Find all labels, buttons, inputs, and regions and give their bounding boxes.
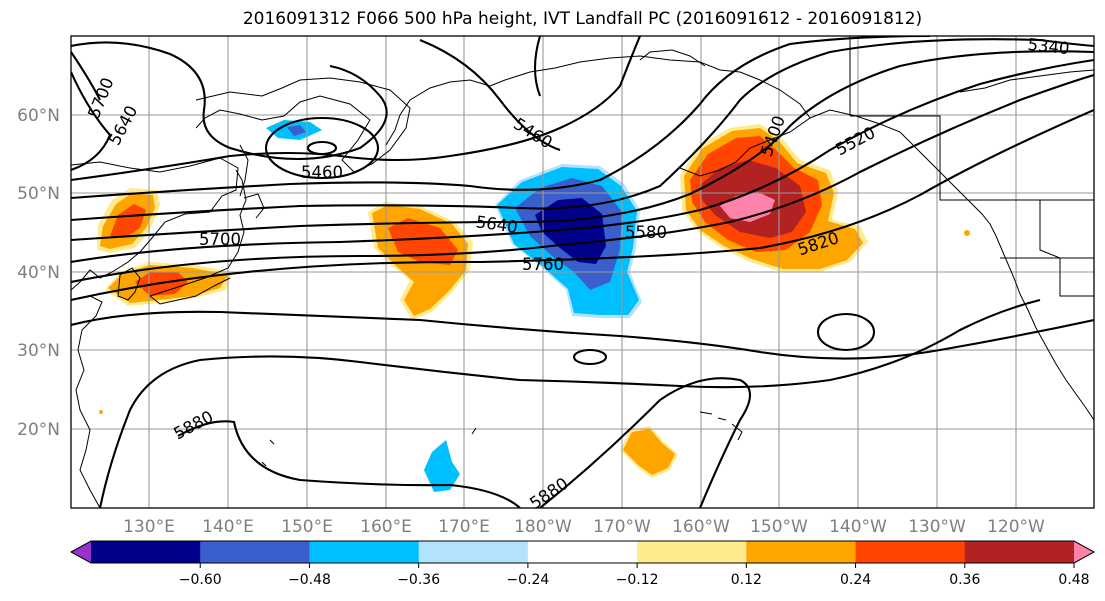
shade-region xyxy=(99,410,103,414)
contour-label: 5340 xyxy=(1027,35,1071,58)
height-contour xyxy=(71,36,931,200)
coastline xyxy=(385,55,811,177)
colorbar-tick-label: −0.36 xyxy=(397,572,440,588)
height-contour xyxy=(71,41,388,161)
height-contour xyxy=(71,51,101,101)
lon-label: 170°E xyxy=(438,517,490,537)
colorbar-tick-label: −0.24 xyxy=(506,572,549,588)
coastline xyxy=(149,169,247,297)
colorbar: −0.60 −0.48 −0.36 −0.24 −0.12 0.12 0.24 0.36 0.4… xyxy=(69,540,1096,588)
lon-label: 130°W xyxy=(908,517,966,537)
height-contour xyxy=(71,73,1094,284)
shade-region xyxy=(535,198,606,264)
coastline xyxy=(849,36,1094,201)
coastline xyxy=(639,49,706,67)
lon-label: 180°W xyxy=(514,517,572,537)
contour-label: 5880 xyxy=(170,407,216,443)
colorbar-outline xyxy=(69,540,1096,564)
contour-label: 5460 xyxy=(510,114,556,152)
lon-label: 120°W xyxy=(987,517,1045,537)
lat-label: 30°N xyxy=(17,341,60,361)
lon-label: 130°E xyxy=(123,517,175,537)
map-frame xyxy=(70,35,1095,509)
colorbar-swatch xyxy=(527,541,638,563)
height-contour xyxy=(419,39,561,151)
shade-region xyxy=(388,218,458,265)
coastline xyxy=(699,411,743,441)
height-contour xyxy=(71,58,1094,264)
height-contour xyxy=(71,50,1094,242)
colorbar-tick-label: 0.48 xyxy=(1058,572,1089,588)
colorbar-swatch xyxy=(637,541,747,563)
height-contour xyxy=(98,298,1041,508)
coastline xyxy=(809,109,1094,421)
height-contour xyxy=(533,36,542,97)
contour-label: 5880 xyxy=(526,474,571,513)
lat-label: 40°N xyxy=(17,263,60,283)
lon-label: 150°W xyxy=(750,517,808,537)
map-title: 2016091312 F066 500 hPa height, IVT Land… xyxy=(242,9,923,29)
colorbar-swatch xyxy=(964,541,1075,563)
lon-axis: 130°E 140°E 150°E 160°E 170°E 180°W 170°… xyxy=(123,517,1045,537)
height-contour xyxy=(71,36,641,182)
colorbar-swatch xyxy=(746,541,857,563)
coastline xyxy=(117,267,141,301)
lon-label: 140°E xyxy=(202,517,254,537)
shade-region xyxy=(623,429,675,475)
height-contours xyxy=(71,36,1094,508)
shade-region xyxy=(110,204,146,238)
coastline xyxy=(1000,200,1094,297)
contour-label: 5460 xyxy=(301,163,343,182)
colorbar-swatch xyxy=(200,541,310,563)
lon-label: 150°E xyxy=(281,517,333,537)
height-contour xyxy=(71,71,112,171)
height-contour xyxy=(71,310,1094,360)
height-contour xyxy=(572,348,608,366)
lat-axis: 60°N 50°N 40°N 30°N 20°N xyxy=(17,106,60,440)
contour-label: 5700 xyxy=(199,230,241,249)
colorbar-tick-label: 0.24 xyxy=(840,572,871,588)
coastline xyxy=(261,439,275,467)
colorbar-extend-max xyxy=(1074,541,1094,563)
shade-region xyxy=(964,230,970,236)
contour-label: 5640 xyxy=(105,102,141,148)
coastline xyxy=(959,69,1094,93)
coastline xyxy=(243,193,265,219)
lat-label: 50°N xyxy=(17,184,60,204)
height-contour xyxy=(71,109,1094,302)
colorbar-tick-label: −0.48 xyxy=(288,572,331,588)
colorbar-tick-label: −0.12 xyxy=(616,572,659,588)
colorbar-swatch xyxy=(309,541,420,563)
lat-label: 20°N xyxy=(17,420,60,440)
lon-label: 140°W xyxy=(829,517,887,537)
coastline xyxy=(149,277,231,305)
lat-label: 60°N xyxy=(17,106,60,126)
gridlines xyxy=(71,36,1094,508)
height-contour xyxy=(539,377,752,508)
colorbar-extend-min xyxy=(71,541,91,563)
contour-label: 5760 xyxy=(522,255,564,274)
shade-region xyxy=(424,440,460,492)
contour-label: 5520 xyxy=(832,123,878,159)
colorbar-tick-label: −0.60 xyxy=(179,572,222,588)
coastline xyxy=(71,295,103,508)
lon-label: 170°W xyxy=(593,517,651,537)
coastline xyxy=(471,427,477,435)
colorbar-tick-label: 0.36 xyxy=(949,572,980,588)
lon-label: 160°W xyxy=(672,517,730,537)
colorbar-swatch xyxy=(418,541,529,563)
height-contour xyxy=(177,420,521,508)
colorbar-swatch xyxy=(855,541,966,563)
colorbar-tick-label: 0.12 xyxy=(731,572,762,588)
contour-label: 5580 xyxy=(625,223,667,242)
height-contour xyxy=(264,116,380,180)
height-contour xyxy=(816,312,876,352)
lon-label: 160°E xyxy=(360,517,412,537)
shade-region xyxy=(287,125,306,136)
colorbar-swatch xyxy=(91,541,201,563)
height-contour xyxy=(71,38,1094,222)
height-contour xyxy=(306,140,338,156)
